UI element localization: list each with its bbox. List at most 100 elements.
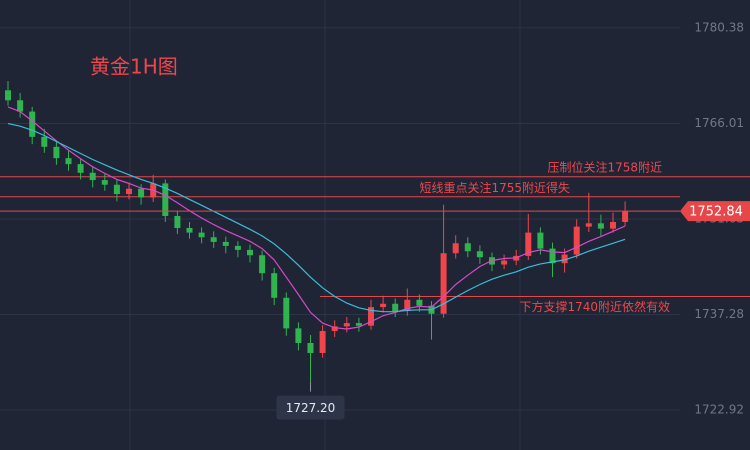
candle-body bbox=[17, 100, 24, 112]
candle-body bbox=[476, 251, 483, 258]
candle bbox=[89, 166, 96, 188]
candle bbox=[17, 92, 24, 118]
candle-body bbox=[89, 172, 96, 181]
candle bbox=[622, 201, 629, 226]
candle bbox=[65, 150, 72, 171]
candle bbox=[380, 295, 387, 313]
candle bbox=[355, 317, 362, 332]
y-tick-label: 1780.38 bbox=[694, 20, 744, 34]
candle bbox=[404, 288, 411, 316]
candle-body bbox=[186, 227, 193, 233]
candle bbox=[5, 80, 11, 106]
candle-body bbox=[597, 223, 604, 229]
level-label: 压制位关注1758附近 bbox=[547, 159, 662, 174]
candle bbox=[101, 174, 108, 191]
candle-body bbox=[319, 331, 326, 353]
candle bbox=[597, 214, 604, 236]
low-marker-box bbox=[276, 395, 345, 420]
candle-body bbox=[101, 180, 108, 185]
candle-body bbox=[573, 226, 580, 255]
candle-body bbox=[174, 215, 181, 228]
last-price-box bbox=[680, 201, 750, 222]
candle-body bbox=[440, 253, 447, 314]
candle bbox=[610, 212, 616, 233]
candle bbox=[259, 250, 266, 281]
candle bbox=[77, 158, 84, 180]
candle-body bbox=[537, 232, 544, 249]
candle-body bbox=[5, 90, 11, 101]
candle-body bbox=[295, 328, 302, 344]
candle bbox=[585, 192, 592, 232]
candle bbox=[331, 320, 338, 338]
candle bbox=[416, 294, 423, 312]
candle-body bbox=[355, 323, 362, 326]
candle bbox=[343, 317, 350, 333]
candle bbox=[440, 204, 447, 318]
candle-body bbox=[29, 111, 36, 137]
candle bbox=[41, 128, 48, 153]
candle-body bbox=[380, 303, 387, 308]
candle-body bbox=[247, 249, 253, 256]
candle-body bbox=[549, 248, 556, 264]
candle-body bbox=[610, 221, 616, 229]
candle-body bbox=[283, 297, 290, 329]
moving-average-line bbox=[7, 123, 626, 313]
level-label: 短线重点关注1755附近得失 bbox=[419, 180, 570, 195]
candle bbox=[392, 298, 399, 318]
candle bbox=[29, 106, 36, 145]
candle bbox=[307, 335, 314, 382]
candle-body bbox=[585, 223, 592, 227]
chart-title: 黄金1H图 bbox=[90, 55, 178, 79]
candle-body bbox=[392, 303, 399, 312]
y-tick-label: 1737.28 bbox=[694, 307, 744, 321]
candle-body bbox=[404, 299, 411, 312]
candle bbox=[222, 236, 229, 254]
candle-body bbox=[162, 183, 169, 216]
candle-body bbox=[210, 237, 217, 242]
candle-body bbox=[271, 273, 278, 298]
candle bbox=[283, 292, 290, 336]
candle bbox=[113, 179, 120, 202]
candle bbox=[464, 237, 471, 258]
candle-body bbox=[259, 255, 266, 274]
candle-body bbox=[126, 188, 132, 195]
candle-body bbox=[464, 243, 471, 252]
candle-body bbox=[77, 164, 84, 173]
candle bbox=[573, 219, 580, 259]
candle bbox=[247, 244, 253, 263]
candle-body bbox=[452, 243, 459, 254]
candle-body bbox=[307, 343, 314, 353]
candle-body bbox=[234, 245, 241, 250]
candle bbox=[476, 245, 483, 264]
candle-body bbox=[53, 146, 60, 159]
candle bbox=[368, 299, 374, 330]
candle bbox=[295, 322, 302, 351]
candle bbox=[234, 241, 241, 258]
candle-body bbox=[41, 136, 48, 147]
candle-body bbox=[65, 158, 72, 165]
candle bbox=[319, 325, 326, 358]
candle-body bbox=[561, 254, 568, 264]
candle bbox=[198, 227, 205, 244]
low-marker-label: 1727.20 bbox=[286, 401, 336, 415]
candle-body bbox=[525, 232, 532, 256]
candle bbox=[162, 179, 169, 222]
candle bbox=[501, 254, 508, 270]
candle-body bbox=[343, 323, 350, 327]
candle-body bbox=[138, 188, 145, 198]
y-tick-label: 1722.92 bbox=[694, 403, 744, 417]
candle bbox=[53, 140, 60, 165]
candle-body bbox=[368, 307, 374, 326]
level-label: 下方支撑1740附近依然有效 bbox=[519, 299, 670, 314]
candle-body bbox=[331, 326, 338, 332]
candle bbox=[174, 210, 181, 234]
candle bbox=[210, 231, 217, 248]
candle bbox=[549, 242, 556, 278]
candle-body bbox=[416, 299, 423, 306]
candle-body bbox=[222, 241, 229, 246]
candle-body bbox=[113, 184, 120, 195]
last-price-label: 1752.84 bbox=[689, 205, 743, 220]
candle bbox=[186, 221, 193, 239]
candle-body bbox=[501, 260, 508, 265]
